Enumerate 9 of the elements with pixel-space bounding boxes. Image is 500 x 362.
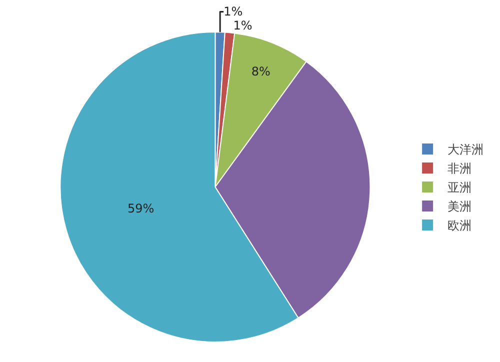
legend-label: 大洋洲	[448, 142, 484, 157]
legend-label: 欧洲	[448, 218, 472, 233]
legend-label: 非洲	[448, 162, 472, 176]
data-label: 8%	[251, 64, 270, 79]
data-label: 1%	[233, 18, 252, 33]
legend-label: 美洲	[448, 200, 472, 214]
data-label: 1%	[224, 4, 243, 19]
data-label: 59%	[127, 202, 154, 216]
legend-label: 亚洲	[448, 180, 472, 195]
